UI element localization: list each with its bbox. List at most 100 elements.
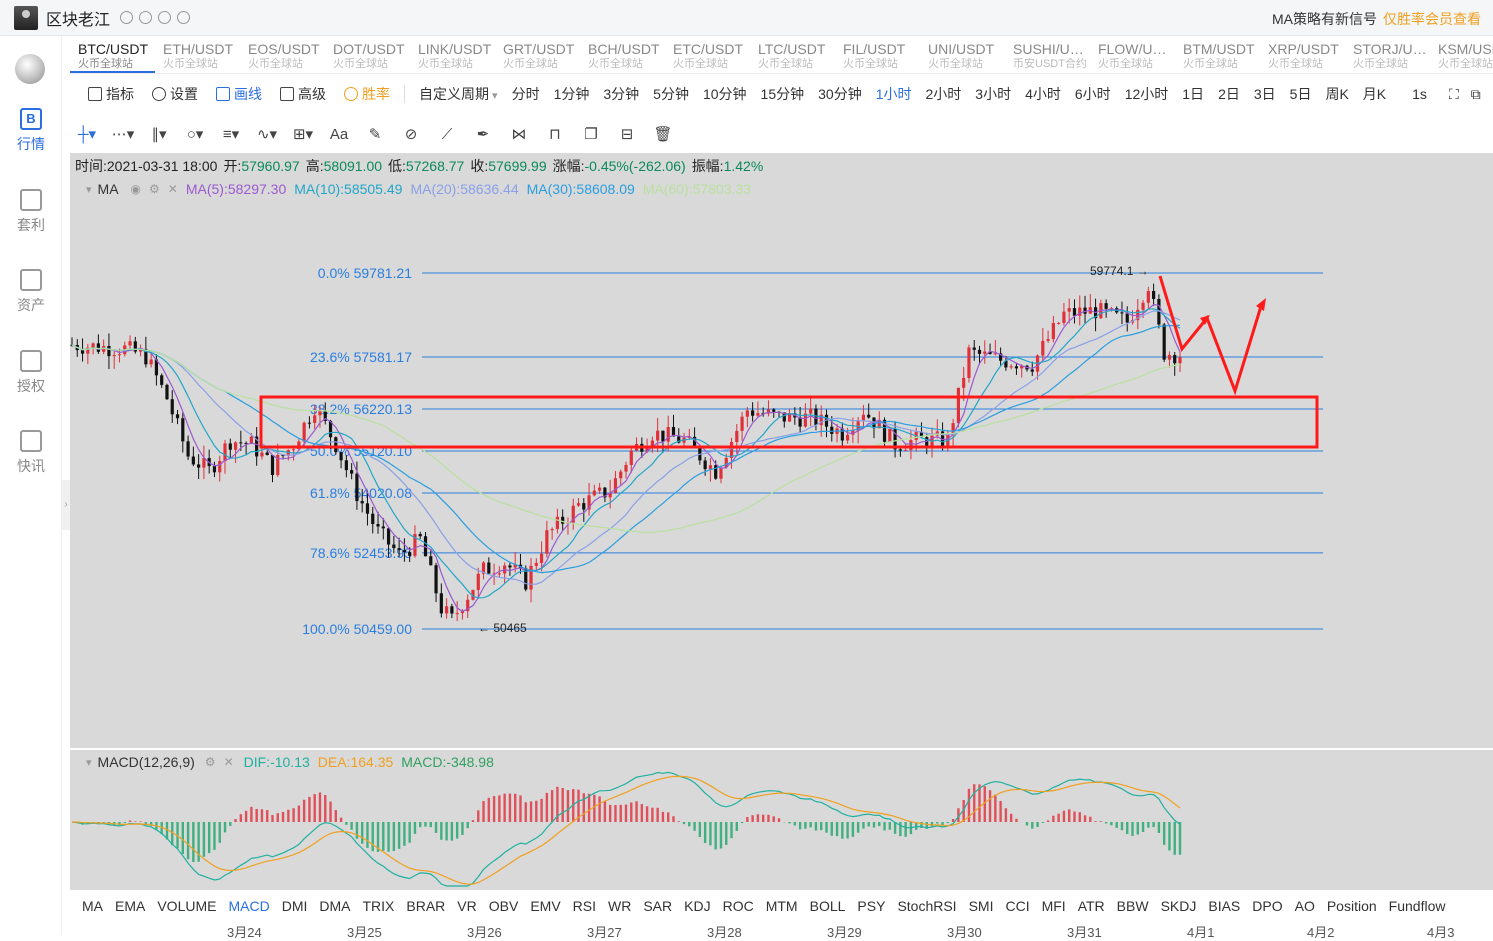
indicator-tab[interactable]: SMI (968, 898, 994, 914)
period-option[interactable]: 6小时 (1074, 86, 1111, 102)
close-icon[interactable]: ✕ (167, 182, 178, 196)
period-option[interactable]: 2小时 (925, 86, 962, 102)
refresh-interval[interactable]: 1s (1412, 86, 1427, 102)
indicator-tab[interactable]: SKDJ (1160, 898, 1197, 914)
macd-chart[interactable] (70, 750, 1493, 890)
indicator-tab[interactable]: WR (608, 898, 632, 914)
indicator-tab[interactable]: EMA (115, 898, 146, 914)
lock-icon[interactable]: ⊓ (549, 126, 561, 143)
tab-pair[interactable]: BTC/USDT 火币全球站 (70, 38, 155, 73)
collapse-icon[interactable]: ▾ (86, 183, 92, 196)
collapse-icon[interactable]: ▾ (86, 756, 92, 769)
indicator-tab[interactable]: BRAR (406, 898, 446, 914)
logo-icon[interactable] (15, 54, 45, 84)
indicator-tab[interactable]: CCI (1005, 898, 1030, 914)
tab-pair[interactable]: EOS/USDT 火币全球站 (240, 38, 325, 73)
indicator-tab[interactable]: TRIX (362, 898, 395, 914)
tab-pair[interactable]: ETC/USDT 火币全球站 (665, 38, 750, 73)
indicator-tab[interactable]: OBV (488, 898, 519, 914)
sidebar-item-auth[interactable]: 授权 (0, 350, 62, 396)
ruler-icon[interactable]: ⟋ (441, 125, 453, 143)
sidebar-item-news[interactable]: 快讯 (0, 430, 62, 476)
check-icon[interactable] (158, 11, 172, 24)
indicator-tab[interactable]: KDJ (684, 898, 711, 914)
indicator-tab[interactable]: MFI (1041, 898, 1066, 914)
indicator-tab[interactable]: DMA (319, 898, 351, 914)
settings-button[interactable]: 设置 (152, 84, 198, 104)
indicator-tab[interactable]: DPO (1252, 898, 1283, 914)
tab-pair[interactable]: LINK/USDT 火币全球站 (410, 38, 495, 73)
tab-pair[interactable]: LTC/USDT 火币全球站 (750, 38, 835, 73)
period-option[interactable]: 周K (1325, 86, 1349, 102)
tab-pair[interactable]: SUSHI/USDT 币安USDT合约 (1005, 38, 1090, 73)
fullscreen-icon[interactable]: ⛶ (1448, 85, 1459, 102)
sidebar-item-assets[interactable]: 资产 (0, 269, 62, 315)
tab-pair[interactable]: GRT/USDT 火币全球站 (495, 38, 580, 73)
copy-icon[interactable]: ❐ (584, 126, 598, 143)
sidebar-item-market[interactable]: B 行情 (0, 108, 62, 154)
parallel-tool-icon[interactable]: ∥▾ (151, 126, 167, 143)
period-option[interactable]: 3日 (1253, 86, 1276, 102)
period-option[interactable]: 2日 (1218, 86, 1240, 102)
indicator-tab[interactable]: EMV (530, 898, 561, 914)
indicator-button[interactable]: 指标 (88, 84, 134, 104)
indicator-tab[interactable]: VR (457, 898, 477, 914)
indicator-tab[interactable]: MA (82, 898, 103, 914)
popout-icon[interactable]: ⧉ (1470, 85, 1481, 102)
custom-period-dropdown[interactable]: 自定义周期 (419, 84, 498, 104)
period-option[interactable]: 1分钟 (553, 86, 590, 102)
pen-icon[interactable]: ✒ (476, 126, 490, 143)
tab-pair[interactable]: ETH/USDT 火币全球站 (155, 38, 240, 73)
indicator-tab[interactable]: BBW (1116, 898, 1149, 914)
measure-tool-icon[interactable]: ⊞▾ (292, 126, 314, 143)
sidebar-collapse-handle[interactable]: › (62, 480, 70, 530)
tab-pair[interactable]: BCH/USDT 火币全球站 (580, 38, 665, 73)
tab-pair[interactable]: FLOW/USDT 火币全球站 (1090, 38, 1175, 73)
tab-pair[interactable]: XRP/USDT 火币全球站 (1260, 38, 1345, 73)
period-option[interactable]: 3小时 (975, 86, 1012, 102)
period-option[interactable]: 5日 (1289, 86, 1312, 102)
close-icon[interactable]: ✕ (223, 755, 234, 769)
gear-icon[interactable]: ⚙ (204, 755, 216, 769)
indicator-tab[interactable]: SAR (643, 898, 673, 914)
tab-pair[interactable]: UNI/USDT 火币全球站 (920, 38, 1005, 73)
signal-notice[interactable]: MA策略有新信号 仅胜率会员查看 (1272, 9, 1481, 29)
period-option[interactable]: 12小时 (1124, 86, 1169, 102)
phone-icon[interactable] (177, 11, 191, 24)
period-option[interactable]: 月K (1362, 86, 1387, 102)
badge-icon[interactable] (120, 11, 134, 24)
period-option[interactable]: 1小时 (875, 86, 912, 102)
indicator-tab[interactable]: MTM (765, 898, 798, 914)
indicator-tab[interactable]: ATR (1077, 898, 1105, 914)
tab-pair[interactable]: BTM/USDT 火币全球站 (1175, 38, 1260, 73)
indicator-tab[interactable]: ROC (722, 898, 754, 914)
indicator-tab[interactable]: StochRSI (897, 898, 957, 914)
wave-tool-icon[interactable]: ∿▾ (256, 126, 278, 143)
circle-tool-icon[interactable]: ○▾ (186, 126, 204, 143)
indicator-tab[interactable]: PSY (857, 898, 886, 914)
indicator-tab[interactable]: MACD (228, 898, 270, 914)
fib-tool-icon[interactable]: ≡▾ (222, 126, 240, 143)
screenshot-icon[interactable]: ⊟ (620, 126, 634, 143)
text-tool-icon[interactable]: Aa (329, 125, 349, 143)
tab-pair[interactable]: DOT/USDT 火币全球站 (325, 38, 410, 73)
avatar[interactable] (14, 5, 38, 30)
winrate-button[interactable]: 胜率 (344, 84, 390, 104)
period-option[interactable]: 3分钟 (603, 86, 640, 102)
tab-pair[interactable]: FIL/USDT 火币全球站 (835, 38, 920, 73)
period-option[interactable]: 分时 (511, 86, 540, 102)
draw-button[interactable]: 画线 (216, 84, 262, 104)
magnet-icon[interactable]: ⊘ (404, 126, 418, 143)
indicator-tab[interactable]: VOLUME (157, 898, 217, 914)
crosshair-icon[interactable]: ┼▾ (77, 126, 97, 143)
eye-icon[interactable]: ◉ (130, 182, 142, 196)
notice-link[interactable]: 仅胜率会员查看 (1383, 11, 1481, 27)
trash-icon[interactable]: 🗑 (653, 126, 673, 143)
period-option[interactable]: 15分钟 (760, 86, 805, 102)
indicator-tab[interactable]: RSI (572, 898, 597, 914)
macd-chart-area[interactable] (70, 750, 1493, 890)
ray-tool-icon[interactable]: ⋯▾ (111, 126, 135, 143)
period-option[interactable]: 4小时 (1025, 86, 1061, 102)
link-icon[interactable]: ⋈ (511, 126, 527, 143)
